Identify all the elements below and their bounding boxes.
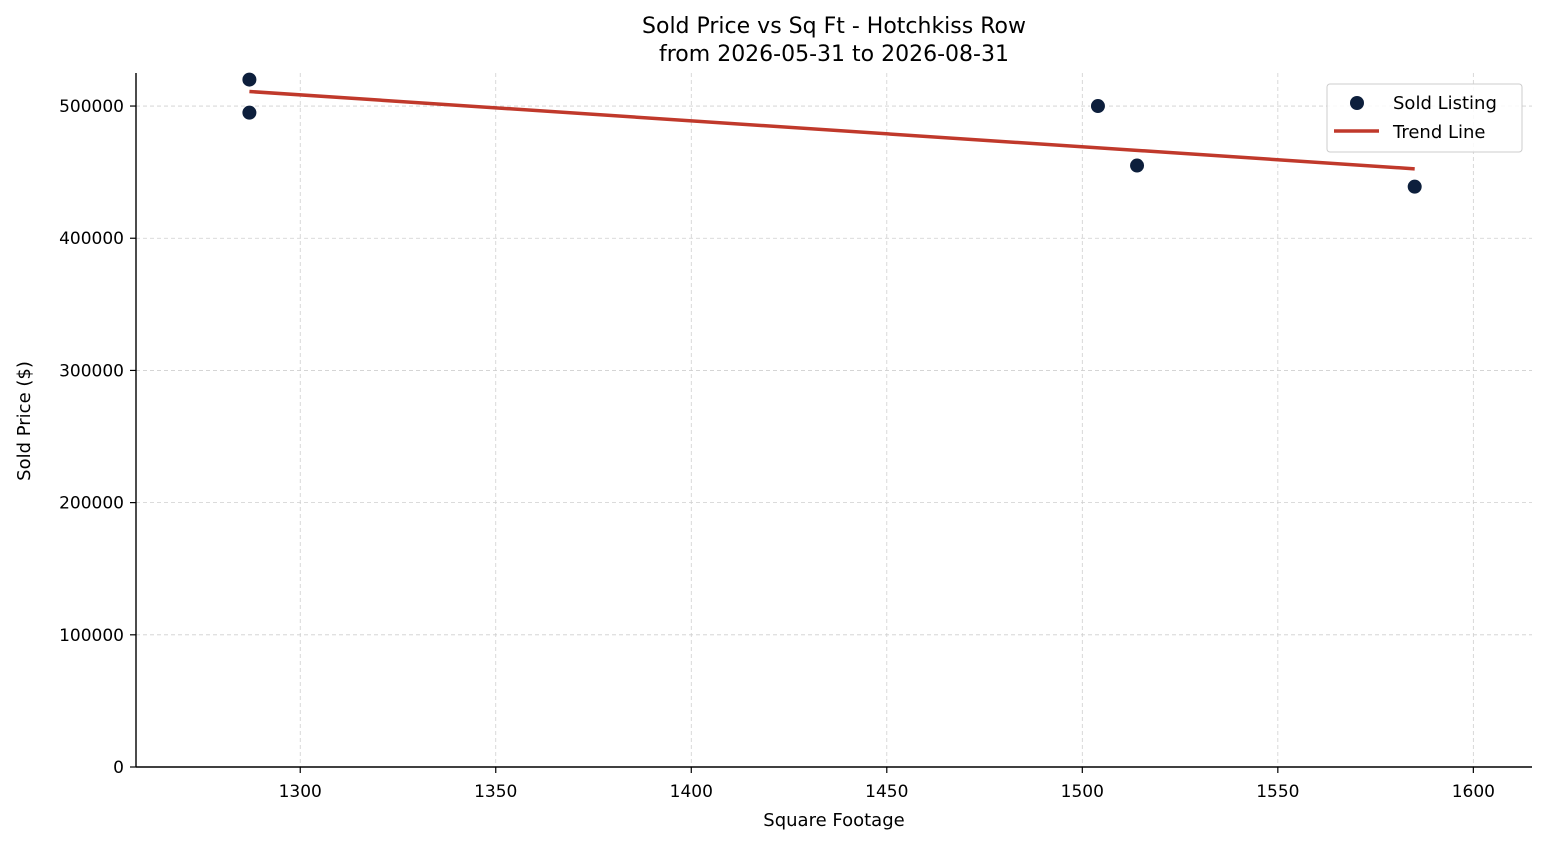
chart-title: Sold Price vs Sq Ft - Hotchkiss Row	[642, 14, 1026, 39]
trend-layer	[249, 89, 1415, 171]
legend-label-trend-line: Trend Line	[1392, 122, 1486, 143]
legend: Sold Listing Trend Line	[1326, 83, 1523, 153]
x-tick-label: 1300	[279, 782, 322, 802]
x-tick-label: 1600	[1452, 782, 1495, 802]
legend-label-sold-listing: Sold Listing	[1393, 93, 1497, 114]
y-tick-label: 200000	[59, 494, 124, 514]
sold-listing-point	[1406, 178, 1423, 195]
x-tick-label: 1450	[865, 782, 908, 802]
points-layer	[241, 71, 1423, 195]
axes	[135, 73, 1532, 768]
y-tick-label: 0	[113, 758, 124, 778]
y-axis-label: Sold Price ($)	[14, 361, 35, 481]
legend-marker-sold-listing	[1350, 96, 1364, 110]
sold-listing-point	[1129, 157, 1146, 174]
x-tick-label: 1400	[670, 782, 713, 802]
y-tick-label: 400000	[59, 229, 124, 249]
sold-listing-point	[241, 71, 258, 88]
sold-listing-point	[1089, 98, 1106, 115]
y-tick-label: 500000	[59, 97, 124, 117]
x-axis-label: Square Footage	[763, 810, 904, 831]
x-tick-label: 1550	[1256, 782, 1299, 802]
y-tick-label: 100000	[59, 626, 124, 646]
x-tick-label: 1500	[1061, 782, 1104, 802]
legend-box	[1326, 83, 1523, 153]
ticks: 1300 1350 1400 1450 1500 1550 1600 0 100000 20000…	[59, 97, 1495, 802]
sold-listing-point	[241, 104, 258, 121]
trend-line	[249, 89, 1415, 171]
grid	[136, 73, 1532, 767]
x-tick-label: 1350	[474, 782, 517, 802]
y-tick-label: 300000	[59, 361, 124, 381]
chart-subtitle: from 2026-05-31 to 2026-08-31	[659, 42, 1009, 67]
